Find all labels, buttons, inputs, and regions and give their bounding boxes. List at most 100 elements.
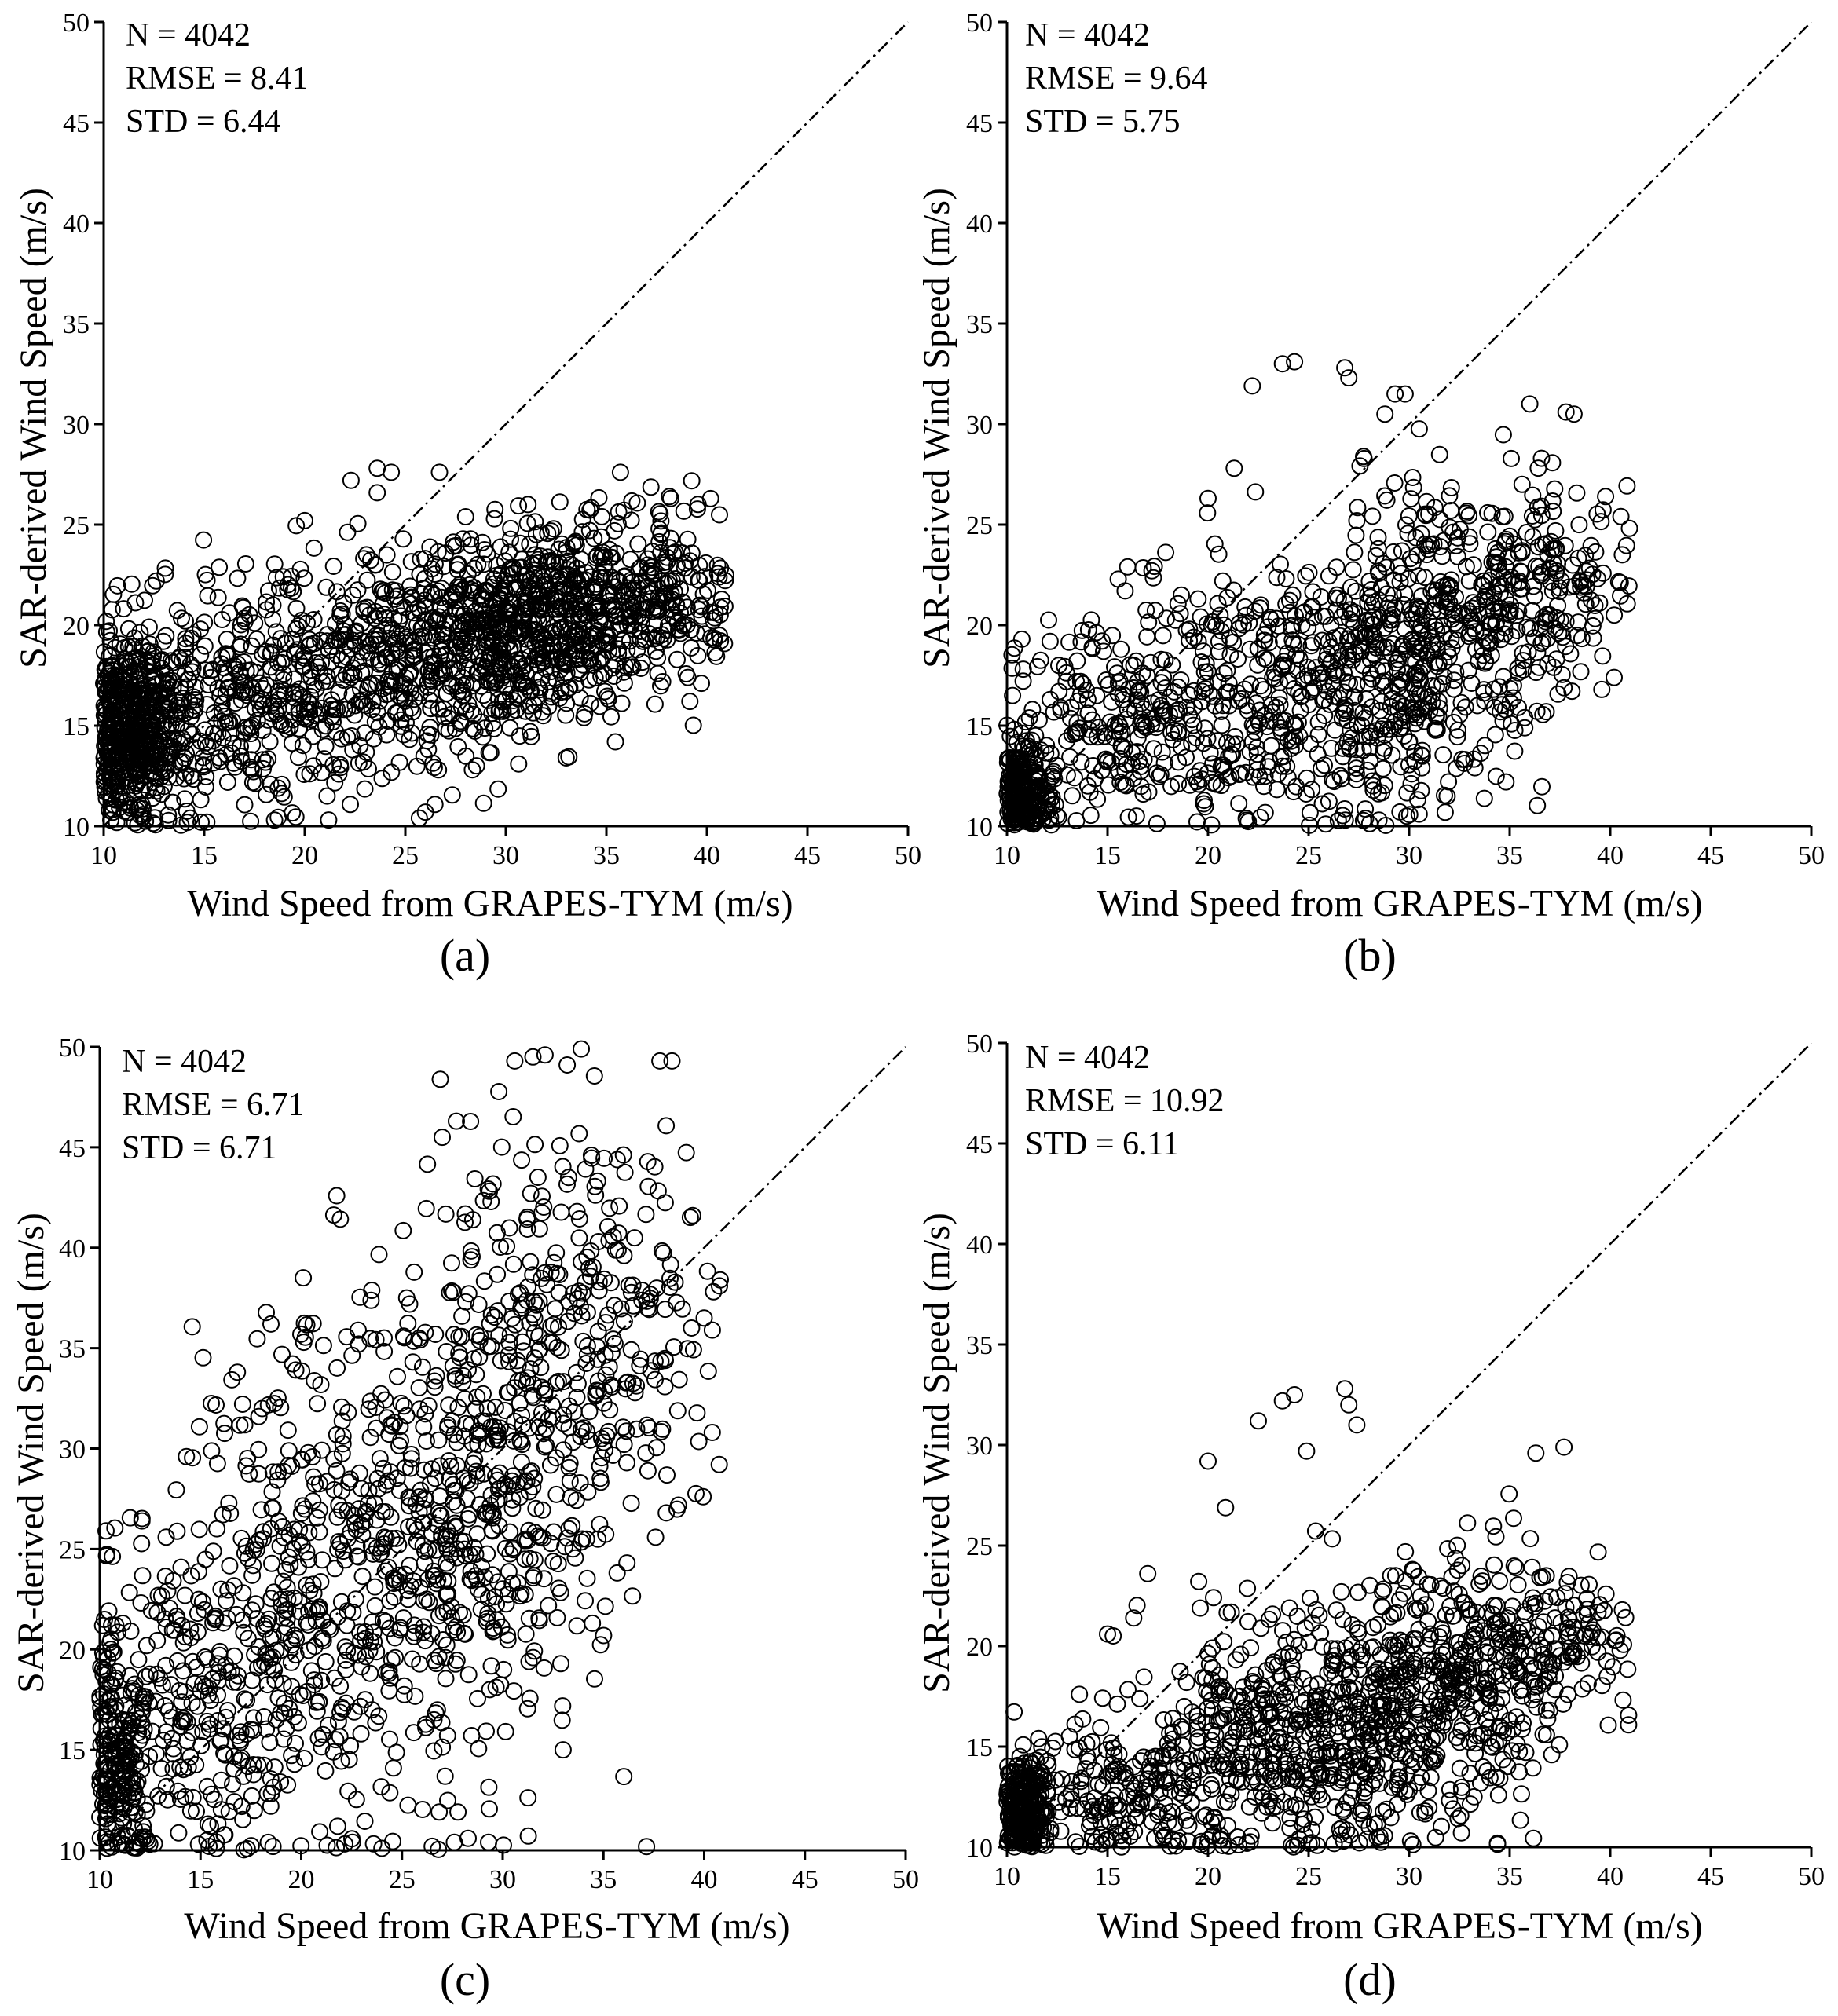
point-a-1177 [295,569,313,587]
y-tick-label-a-1: 15 [63,712,90,741]
point-a-1326 [436,599,454,617]
point-a-907 [121,669,138,687]
point-a-710 [177,612,194,630]
point-a-1620 [607,544,625,562]
point-a-726 [265,555,284,573]
point-a-910 [284,583,302,601]
point-b-476 [1195,719,1214,737]
point-a-809 [148,756,167,774]
point-b-556 [1266,670,1284,688]
point-a-1764 [588,621,606,639]
point-a-920 [328,583,346,601]
point-a-2007 [623,492,641,510]
point-a-1194 [371,692,389,710]
point-b-495 [1148,814,1166,832]
point-b-491 [1277,595,1295,613]
point-a-1395 [402,553,420,571]
point-a-711 [331,756,350,774]
point-a-1046 [324,558,342,575]
point-a-1302 [378,726,396,744]
point-a-1732 [522,571,540,589]
y-tick-label-c-1: 15 [59,1736,86,1765]
point-a-2026 [632,572,650,590]
point-a-1855 [650,503,668,521]
point-b-280 [1109,674,1127,692]
point-a-1447 [606,733,624,751]
point-a-825 [287,517,306,535]
point-a-2030 [676,554,694,573]
point-a-696 [155,632,172,650]
point-b-195 [1005,811,1023,829]
point-a-1333 [398,628,416,646]
point-b-566 [1209,673,1227,691]
point-a-1189 [274,568,292,586]
point-a-2019 [701,489,719,507]
point-a-2032 [693,598,711,616]
point-b-214 [1027,763,1045,781]
point-a-1340 [418,732,436,750]
point-a-1397 [459,625,477,643]
point-a-1463 [602,708,620,726]
point-a-1172 [491,701,509,719]
point-a-1359 [454,669,472,686]
point-b-432 [1230,766,1248,784]
point-a-1387 [401,577,419,595]
point-a-1905 [591,613,609,631]
point-a-1205 [496,676,514,694]
point-a-1073 [467,757,485,775]
point-b-194 [1026,756,1044,774]
point-a-787 [233,597,251,615]
point-a-778 [209,588,227,606]
y-tick-label-c-6: 40 [59,1235,86,1264]
point-b-512 [1229,650,1247,668]
point-b-540 [1190,775,1208,793]
point-a-442 [103,790,121,807]
x-tick-label-a-1: 15 [191,841,218,870]
point-a-1131 [317,578,335,596]
point-b-499 [1199,764,1217,782]
point-b-464 [1213,716,1231,734]
x-tick-label-a-0: 10 [90,841,117,870]
point-a-1992 [647,642,665,660]
point-a-1467 [500,543,518,562]
point-a-1652 [545,600,563,618]
point-a-2035 [620,600,638,618]
point-b-567 [1162,723,1181,741]
point-a-1303 [435,708,453,726]
point-b-574 [1259,758,1277,776]
y-tick-label-c-7: 45 [59,1134,86,1163]
point-a-739 [145,682,163,701]
point-a-1728 [684,716,702,734]
point-a-786 [199,587,217,605]
points-b [998,353,1638,834]
point-a-834 [198,696,216,713]
point-b-120 [1027,726,1045,745]
point-b-207 [1007,759,1025,777]
point-a-926 [394,530,412,548]
point-a-1160 [368,484,386,502]
point-b-292 [1093,762,1111,780]
point-b-337 [1071,672,1089,690]
x-tick-label-a-5: 35 [593,841,620,870]
point-b-546 [1158,609,1176,627]
point-b-358 [1044,765,1062,783]
point-a-850 [287,599,306,617]
point-b-309 [1154,627,1172,645]
point-a-2042 [608,608,626,626]
point-a-580 [247,700,264,718]
point-a-1917 [540,580,558,598]
stat-std-b: STD = 5.75 [1025,104,1181,140]
point-b-229 [1014,672,1032,690]
point-a-1826 [516,621,534,639]
point-a-634 [192,813,210,831]
point-a-800 [203,660,222,679]
point-b-333 [1048,756,1066,774]
point-a-2050 [702,629,719,647]
point-a-1053 [364,730,383,748]
point-a-1037 [480,744,498,762]
point-a-1210 [366,556,384,574]
point-b-336 [1045,703,1063,721]
point-a-902 [195,531,213,549]
point-a-779 [295,766,313,783]
